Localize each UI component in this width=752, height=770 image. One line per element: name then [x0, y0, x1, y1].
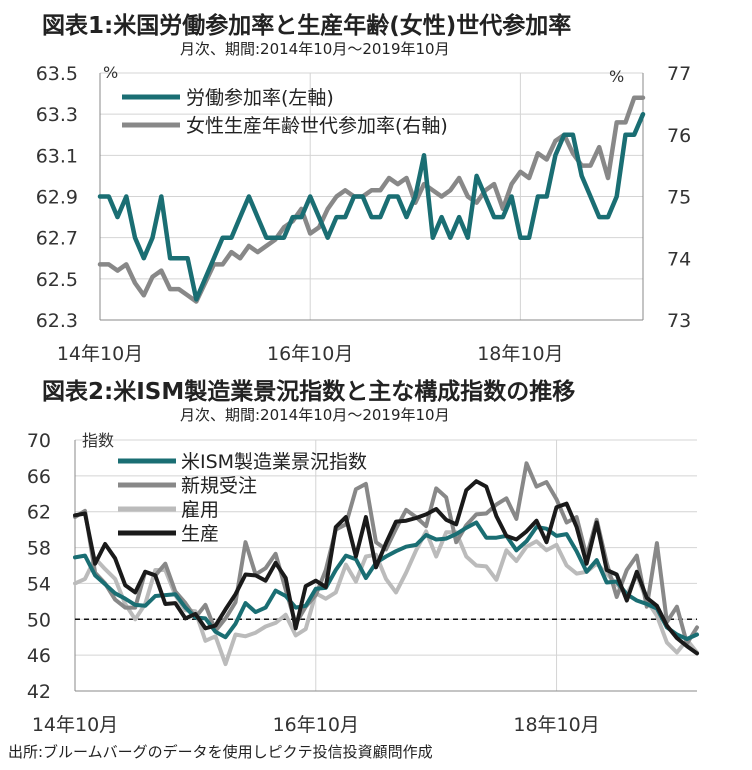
chart2-y-tick: 70	[27, 430, 51, 452]
figure1-title: 図表1:米国労働参加率と生産年齢(女性)世代参加率	[42, 13, 572, 39]
chart1-y-left-tick: 63.3	[36, 104, 78, 126]
chart2-legend-label: 生産	[181, 523, 219, 545]
chart1-y-left-tick: 63.1	[36, 145, 78, 167]
chart1-y-left-tick: 62.7	[36, 228, 78, 250]
chart2-y-tick: 42	[27, 681, 51, 703]
chart1-y-left-tick: 62.5	[36, 269, 78, 291]
figure2-subtitle: 月次、期間:2014年10月～2019年10月	[180, 406, 450, 424]
chart1-y-right-tick: 75	[667, 187, 691, 209]
chart1-y-left-tick: 62.3	[36, 310, 78, 332]
chart1-y-left-tick: 63.5	[36, 63, 78, 85]
chart2-series-ism-line	[73, 520, 699, 641]
figure1-subtitle: 月次、期間:2014年10月～2019年10月	[180, 40, 450, 58]
chart1-legend-label: 女性生産年齢世代参加率(右軸)	[186, 115, 448, 137]
chart1-y-right-tick: 77	[667, 63, 691, 85]
chart2-y-tick: 58	[27, 538, 51, 560]
chart2-y-unit: 指数	[82, 431, 114, 450]
chart2-x-tick: 18年10月	[513, 714, 599, 736]
chart1-x-tick: 16年10月	[267, 343, 353, 365]
chart1-y-right-unit: %	[609, 67, 624, 86]
chart2-y-tick: 62	[27, 502, 51, 524]
chart2-x-tick: 16年10月	[273, 714, 359, 736]
chart2-y-tick: 50	[27, 609, 51, 631]
chart2-y-tick: 66	[27, 466, 51, 488]
chart1-legend-label: 労働参加率(左軸)	[186, 87, 334, 109]
chart1-series-participation-line	[97, 111, 646, 302]
chart1-y-right-tick: 76	[667, 125, 691, 147]
chart1-y-left-unit: %	[103, 63, 118, 82]
chart2-y-tick: 54	[27, 573, 51, 595]
chart1-y-right-tick: 74	[667, 248, 691, 270]
chart2-y-tick: 46	[27, 645, 51, 667]
chart1-y-left-tick: 62.9	[36, 187, 78, 209]
chart2-x-tick: 14年10月	[32, 714, 118, 736]
chart2-legend-label: 雇用	[181, 499, 219, 521]
figure2-title: 図表2:米ISM製造業景況指数と主な構成指数の推移	[42, 379, 576, 405]
chart1-y-right-tick: 73	[667, 310, 691, 332]
chart1-x-tick: 14年10月	[57, 343, 143, 365]
chart2-legend-label: 米ISM製造業景況指数	[181, 451, 367, 473]
source-note: 出所:ブルームバーグのデータを使用しピクテ投信投資顧問作成	[8, 743, 433, 761]
chart2-legend-label: 新規受注	[181, 475, 257, 497]
chart1-series-women-line	[97, 95, 646, 304]
chart2-series-production-line	[73, 479, 699, 656]
chart1-x-tick: 18年10月	[477, 343, 563, 365]
